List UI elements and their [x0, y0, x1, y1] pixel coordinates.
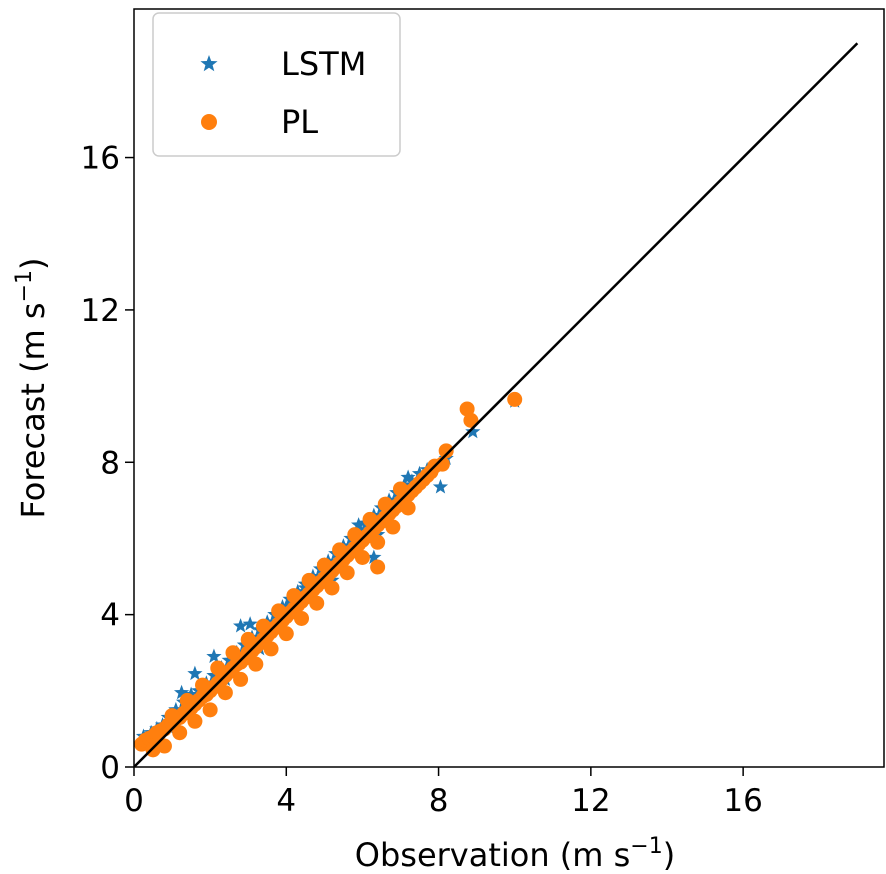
- legend-label-lstm: LSTM: [281, 45, 366, 83]
- legend: LSTM PL: [152, 12, 401, 157]
- y-tick-label: 8: [100, 445, 120, 481]
- y-tick-label: 16: [81, 141, 120, 177]
- pl-point: [438, 443, 454, 459]
- legend-marker-lstm: [200, 55, 218, 72]
- pl-point: [149, 725, 165, 741]
- lstm-point: [465, 423, 481, 439]
- legend-marker-pl: [201, 114, 217, 130]
- pl-point: [354, 550, 370, 566]
- pl-point: [179, 692, 195, 708]
- pl-point: [172, 725, 188, 741]
- pl-point: [434, 456, 450, 472]
- lstm-point: [187, 665, 203, 681]
- pl-point: [332, 542, 348, 558]
- pl-point: [255, 618, 271, 634]
- pl-point: [187, 713, 203, 729]
- pl-point: [248, 656, 264, 672]
- legend-box: [152, 12, 401, 157]
- x-tick-label: 12: [571, 783, 610, 819]
- y-tick-label: 0: [100, 750, 120, 786]
- pl-point: [286, 588, 302, 604]
- pl-point: [309, 595, 325, 611]
- lstm-point: [183, 686, 199, 702]
- x-axis-label: Observation (m s−1): [355, 834, 675, 874]
- lstm-point: [404, 473, 420, 488]
- pl-point: [278, 626, 294, 642]
- pl-point: [301, 572, 317, 588]
- pl-point: [202, 702, 218, 718]
- lstm-point: [432, 479, 449, 494]
- pl-point: [145, 742, 161, 758]
- pl-point: [240, 631, 256, 647]
- legend-label-pl: PL: [281, 103, 318, 141]
- pl-point: [217, 685, 233, 701]
- pl-point: [370, 534, 386, 550]
- lstm-point: [351, 517, 367, 532]
- pl-point: [316, 557, 332, 573]
- lstm-point: [232, 618, 249, 633]
- pl-point: [294, 610, 310, 626]
- axes-frame: [133, 8, 885, 768]
- x-tick-label: 8: [429, 783, 449, 819]
- pl-point: [271, 603, 287, 619]
- y-tick-label: 12: [81, 293, 120, 329]
- pl-point: [377, 496, 393, 512]
- x-tick-label: 0: [124, 783, 144, 819]
- x-tick-label: 4: [276, 783, 296, 819]
- pl-point: [362, 511, 378, 527]
- y-tick-label: 4: [100, 598, 120, 634]
- lstm-point: [411, 465, 428, 481]
- lstm-point: [366, 549, 382, 564]
- pl-point: [400, 500, 416, 516]
- lstm-point: [278, 599, 294, 614]
- pl-point: [225, 645, 241, 661]
- pl-point: [156, 738, 172, 754]
- pl-point: [233, 671, 249, 687]
- pl-point: [324, 580, 340, 596]
- lstm-point: [206, 667, 222, 683]
- lstm-point: [242, 616, 258, 631]
- pl-point: [195, 677, 211, 693]
- lstm-point: [206, 648, 222, 664]
- data-layer: [134, 42, 859, 767]
- y-axis-label: Forecast (m s−1): [12, 258, 52, 519]
- lstm-point: [400, 469, 416, 484]
- pl-point: [459, 401, 475, 417]
- pl-point: [385, 519, 401, 535]
- x-tick-label: 16: [723, 783, 762, 819]
- lstm-point: [168, 701, 184, 717]
- pl-point: [210, 660, 226, 676]
- pl-point: [392, 481, 408, 497]
- pl-point: [370, 559, 386, 575]
- series-pl: [134, 391, 523, 758]
- lstm-point: [297, 579, 313, 595]
- pl-point: [347, 527, 363, 543]
- pl-point: [463, 412, 479, 428]
- lstm-point: [173, 684, 190, 700]
- pl-point: [339, 565, 355, 581]
- pl-point: [164, 708, 180, 724]
- one-to-one-line: [134, 42, 859, 767]
- pl-point: [507, 391, 523, 407]
- pl-point: [263, 641, 279, 657]
- plot-area: 0 4 8 12 16 0 4 8 12 16: [81, 8, 885, 819]
- lstm-point: [221, 652, 237, 667]
